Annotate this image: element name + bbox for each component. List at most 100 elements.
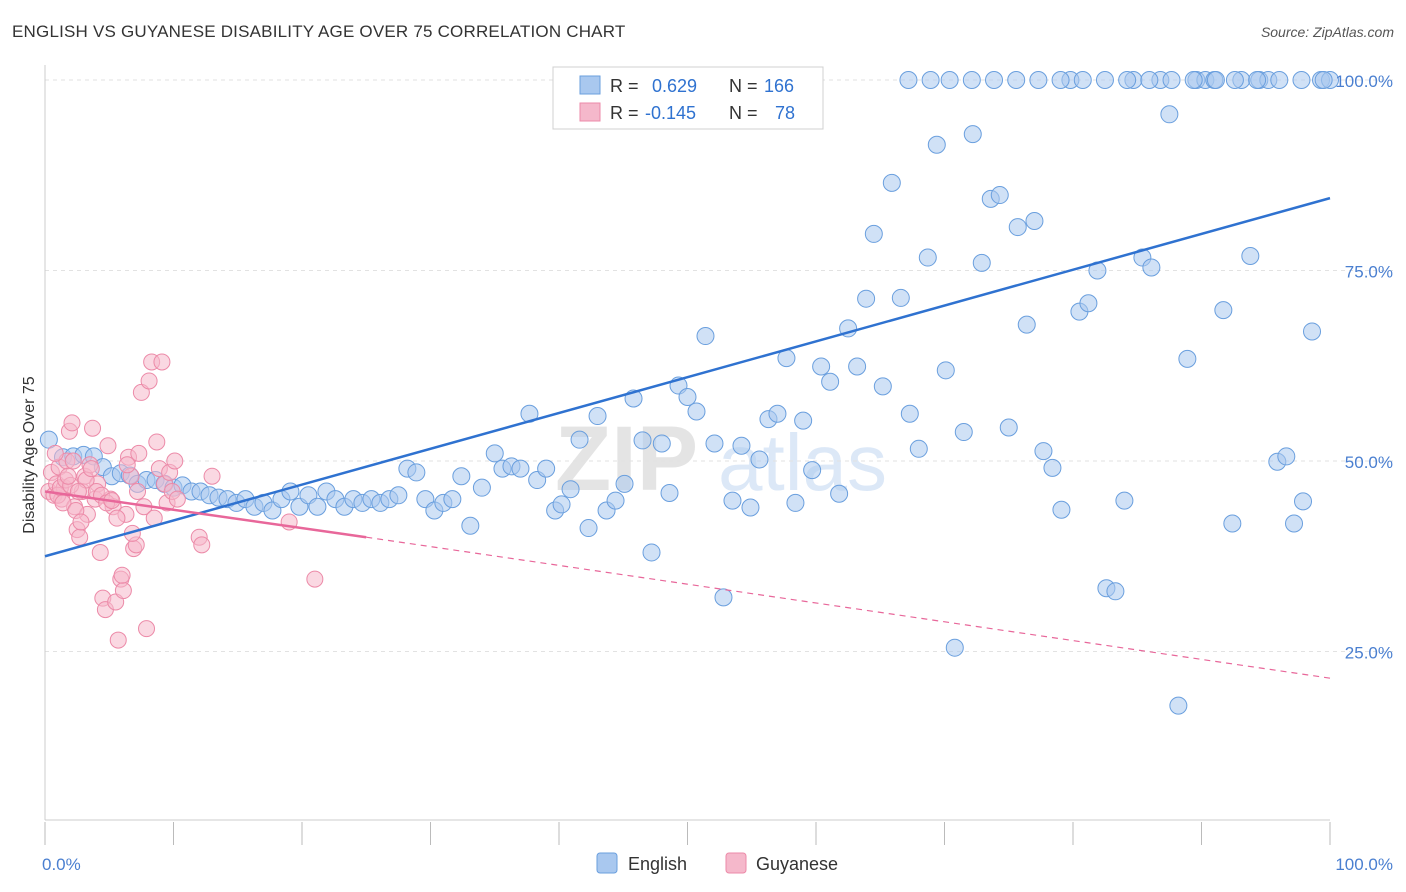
y-tick-label: 25.0% [1345, 644, 1393, 663]
english-point [1007, 71, 1026, 89]
english-point [812, 357, 831, 376]
trend-lines [44, 196, 1331, 679]
source-label: Source: ZipAtlas.com [1260, 24, 1394, 40]
english-point [821, 372, 840, 391]
english-point [962, 71, 981, 89]
watermark-atlas: atlas [718, 418, 887, 507]
english-point [1248, 71, 1267, 89]
guyanese-n-label: N = [729, 103, 758, 123]
english-point [1017, 315, 1036, 334]
guyanese-point [108, 509, 126, 527]
english-point [1241, 247, 1260, 266]
english-point [389, 486, 408, 505]
english-n-label: N = [729, 76, 758, 96]
english-point [1095, 71, 1114, 89]
english-point [1051, 71, 1070, 89]
y-tick-label: 75.0% [1345, 263, 1393, 282]
guyanese-point [99, 437, 117, 455]
english-point [936, 361, 955, 380]
guyanese-point [91, 543, 109, 561]
bottom-legend: English Guyanese [596, 852, 838, 874]
guyanese-swatch [579, 102, 601, 122]
english-point [678, 387, 697, 406]
guyanese-point [193, 536, 211, 554]
english-point [1285, 514, 1304, 533]
guyanese-point [113, 566, 131, 584]
y-tick-label: 50.0% [1345, 453, 1393, 472]
english-point [570, 430, 589, 449]
english-point [940, 71, 959, 89]
english-point [1178, 349, 1197, 368]
english-point [1034, 442, 1053, 461]
legend-english-label: English [628, 854, 687, 874]
english-r-label: R = [610, 76, 639, 96]
y-tick-label: 100.0% [1335, 72, 1393, 91]
y-axis-label: Disability Age Over 75 [21, 376, 38, 534]
guyanese-point [84, 419, 102, 437]
english-point [873, 377, 892, 396]
guyanese-r-value: -0.145 [645, 103, 696, 123]
english-point [561, 480, 580, 499]
english-point [1214, 301, 1233, 320]
english-point [1079, 294, 1098, 313]
english-point [891, 288, 910, 307]
legend-guyanese-swatch [725, 852, 747, 874]
guyanese-point [306, 570, 324, 588]
english-swatch [579, 75, 601, 95]
english-point [723, 491, 742, 510]
english-point [452, 467, 471, 486]
english-point [1292, 71, 1311, 89]
guyanese-trend-line [44, 490, 367, 539]
guyanese-point [109, 631, 127, 649]
english-r-value: 0.629 [652, 76, 697, 96]
legend-guyanese-label: Guyanese [756, 854, 838, 874]
english-point [472, 478, 491, 497]
english-point [1223, 514, 1242, 533]
english-point [918, 248, 937, 267]
english-point [1206, 71, 1225, 89]
guyanese-point [59, 467, 77, 485]
english-point [1160, 105, 1179, 124]
english-point [579, 519, 598, 538]
english-point [857, 289, 876, 308]
english-point [1008, 218, 1027, 237]
guyanese-point [130, 444, 148, 462]
guyanese-point [138, 620, 156, 638]
english-trend-line [44, 196, 1331, 558]
guyanese-point [64, 452, 82, 470]
english-point [1118, 71, 1137, 89]
english-point [1225, 71, 1244, 89]
guyanese-point [153, 353, 171, 371]
guyanese-point [166, 452, 184, 470]
english-point [1270, 71, 1289, 89]
english-point [985, 71, 1004, 89]
english-point [927, 135, 946, 154]
data-points [39, 71, 1339, 715]
english-n-value: 166 [764, 76, 794, 96]
english-point [1314, 71, 1333, 89]
guyanese-point [203, 467, 221, 485]
guyanese-point [72, 513, 90, 531]
stats-legend: R = 0.629 N = 166 R = -0.145 N = 78 [552, 66, 824, 130]
english-point [732, 436, 751, 455]
english-point [461, 516, 480, 535]
english-point [407, 463, 426, 482]
guyanese-trend-extension [366, 536, 1331, 679]
english-point [882, 173, 901, 192]
guyanese-r-label: R = [610, 103, 639, 123]
english-point [999, 418, 1018, 437]
english-point [848, 357, 867, 376]
english-point [803, 461, 822, 480]
english-point [485, 444, 504, 463]
english-point [1142, 258, 1161, 277]
x-tick-label: 100.0% [1335, 855, 1393, 874]
english-point [963, 125, 982, 144]
guyanese-point [129, 482, 147, 500]
english-point [899, 71, 918, 89]
english-point [652, 434, 671, 453]
x-tick-label: 0.0% [42, 855, 81, 874]
english-point [900, 404, 919, 423]
english-point [615, 474, 634, 493]
english-point [945, 638, 964, 657]
guyanese-point [82, 460, 100, 478]
